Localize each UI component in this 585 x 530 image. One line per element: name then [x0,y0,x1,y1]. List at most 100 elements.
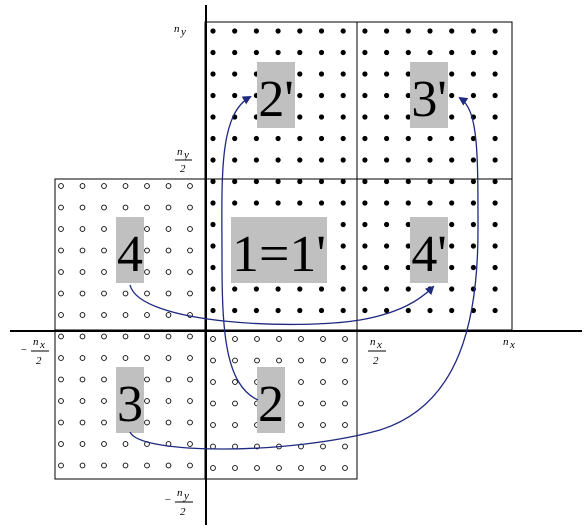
sample-dot-open [80,356,85,361]
sample-dot-filled [362,286,367,291]
sample-dot-open [59,205,64,210]
sample-dot-filled [297,286,302,291]
sample-dot-open [145,227,150,232]
sample-dot-open [59,420,64,425]
sample-dot-filled [406,50,411,55]
sample-dot-open [80,420,85,425]
svg-text:3: 3 [117,376,143,433]
sample-dot-open [123,184,128,189]
sample-dot-filled [232,179,237,184]
sample-dot-filled [232,200,237,205]
sample-dot-filled [297,308,302,313]
sample-dot-filled [276,179,281,184]
sample-dot-filled [384,50,389,55]
sample-dot-filled [493,28,498,33]
sample-dot-filled [319,28,324,33]
sample-dot-open [166,356,171,361]
sample-dot-filled [319,200,324,205]
sample-dot-open [166,313,171,318]
sample-dot-filled [362,222,367,227]
sample-dot-filled [319,50,324,55]
sample-dot-filled [406,136,411,141]
sample-dot-filled [384,286,389,291]
sample-dot-open [102,377,107,382]
svg-text:−: − [164,494,171,506]
sample-dot-filled [493,50,498,55]
sample-dot-filled [341,308,346,313]
region-label-3: 3 [116,367,144,433]
sample-dot-filled [384,243,389,248]
sample-dot-open [80,205,85,210]
sample-dot-open [299,358,304,363]
sample-dot-filled [210,265,215,270]
sample-dot-filled [493,71,498,76]
sample-dot-filled [449,157,454,162]
svg-text:1=1': 1=1' [232,226,326,283]
sample-dot-open [102,291,107,296]
sample-dot-filled [341,200,346,205]
sample-dot-filled [449,71,454,76]
svg-text:n: n [177,487,183,499]
sample-dot-filled [297,50,302,55]
sample-dot-filled [254,28,259,33]
sample-dot-filled [210,114,215,119]
sample-dot-open [211,337,216,342]
sample-dot-filled [362,157,367,162]
sample-dot-filled [471,200,476,205]
sample-dot-filled [362,243,367,248]
sample-dot-open [321,466,326,471]
sample-dot-filled [493,308,498,313]
sample-dot-open [211,358,216,363]
sample-dot-open [59,463,64,468]
sample-dot-filled [449,200,454,205]
svg-text:2: 2 [373,355,379,367]
sample-dot-filled [254,157,259,162]
sample-dot-open [59,248,64,253]
svg-text:n: n [174,23,180,35]
sample-dot-filled [210,222,215,227]
sample-dot-filled [362,93,367,98]
sample-dot-filled [384,28,389,33]
sample-dot-filled [406,28,411,33]
sample-dot-open [233,358,238,363]
sample-dot-filled [232,308,237,313]
sample-dot-open [166,227,171,232]
axis-label-neg-ny-half: − n y 2 [164,487,193,518]
sample-dot-open [277,466,282,471]
sample-dot-open [211,401,216,406]
axis-label-neg-nx-half: − n x 2 [20,336,49,367]
sample-dot-filled [210,71,215,76]
sample-dot-filled [406,286,411,291]
sample-dot-open [321,401,326,406]
sample-dot-open [188,184,193,189]
sample-dot-open [255,358,260,363]
sample-dot-open [211,380,216,385]
sample-dot-open [80,313,85,318]
region-label-2: 2 [257,367,285,433]
sample-dot-open [188,377,193,382]
sample-dot-open [299,401,304,406]
sample-dot-open [102,442,107,447]
svg-text:−: − [20,344,27,356]
sample-dot-open [188,356,193,361]
sample-dot-open [343,337,348,342]
sample-dot-filled [493,136,498,141]
sample-dot-filled [319,157,324,162]
sample-dot-filled [341,157,346,162]
sample-dot-open [80,227,85,232]
sample-dot-filled [254,308,259,313]
svg-text:n: n [370,336,376,348]
svg-text:4: 4 [117,226,143,283]
sample-dot-filled [232,157,237,162]
sample-dot-open [102,463,107,468]
sample-dot-filled [471,93,476,98]
sample-dot-filled [362,50,367,55]
sample-dot-open [59,291,64,296]
sample-dot-filled [362,71,367,76]
sample-dot-filled [471,243,476,248]
sample-dot-open [123,291,128,296]
sample-dot-filled [254,50,259,55]
sample-dot-filled [493,114,498,119]
sample-dot-filled [449,114,454,119]
axis-label-ny-half: n y 2 [175,146,192,175]
